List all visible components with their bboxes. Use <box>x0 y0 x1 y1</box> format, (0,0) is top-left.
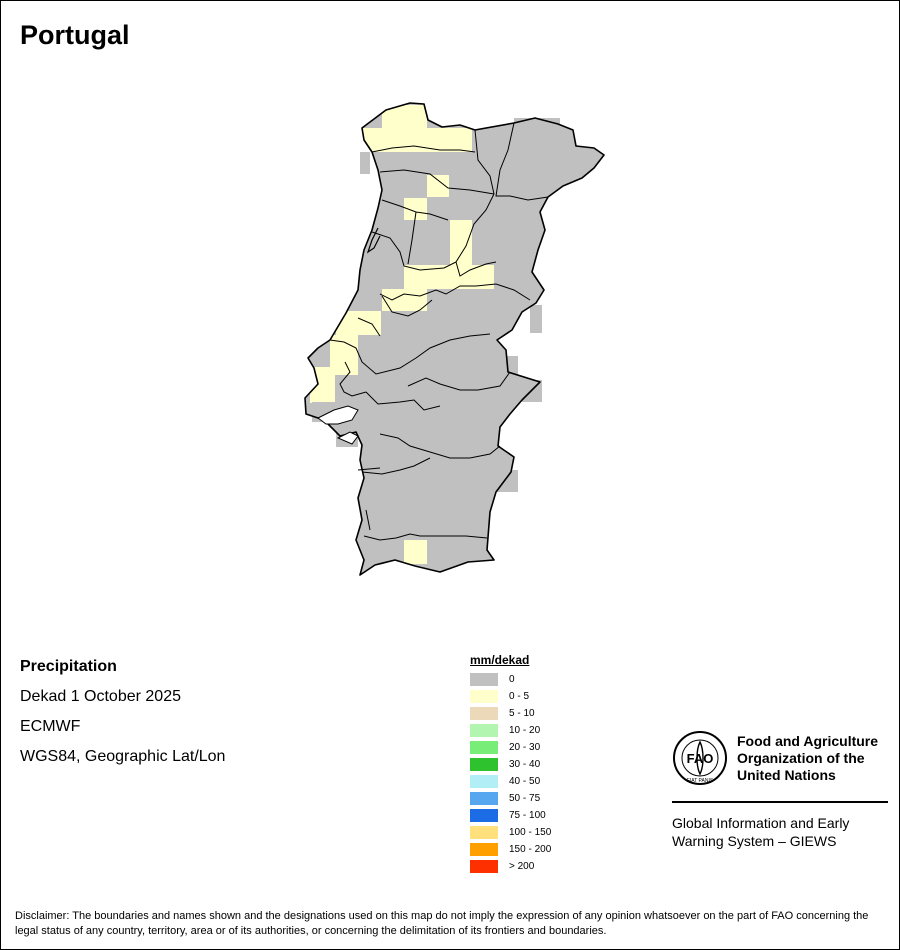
legend-swatch <box>470 775 498 788</box>
legend-label: 50 - 75 <box>509 793 541 804</box>
legend-item: 50 - 75 <box>470 790 551 807</box>
aveiro-lagoon <box>366 227 381 254</box>
legend-swatch <box>470 860 498 873</box>
giews-line2: Warning System – GIEWS <box>672 833 837 849</box>
map-info: Precipitation Dekad 1 October 2025 ECMWF… <box>20 656 225 776</box>
legend-item: 0 - 5 <box>470 688 551 705</box>
legend-item: > 200 <box>470 858 551 875</box>
legend-item: 75 - 100 <box>470 807 551 824</box>
fao-block: FAO FIAT PANIS Food and Agriculture Orga… <box>672 730 888 850</box>
legend-label: 0 <box>509 674 515 685</box>
legend-label: 40 - 50 <box>509 776 541 787</box>
disclaimer: Disclaimer: The boundaries and names sho… <box>15 910 869 937</box>
variable-label: Precipitation <box>20 658 117 675</box>
source-label: ECMWF <box>20 718 81 735</box>
legend-swatch <box>470 724 498 737</box>
fao-logo-icon: FAO FIAT PANIS <box>673 731 727 785</box>
fao-logo-ring-text: FIAT PANIS <box>687 778 714 784</box>
legend-item: 10 - 20 <box>470 722 551 739</box>
legend-label: 100 - 150 <box>509 827 552 838</box>
fao-name-line2: Organization of the <box>737 749 865 766</box>
legend-item: 0 <box>470 671 551 688</box>
legend-swatch <box>470 809 498 822</box>
legend-item: 40 - 50 <box>470 773 551 790</box>
fao-name-line1: Food and Agriculture <box>737 732 879 749</box>
legend-item: 30 - 40 <box>470 756 551 773</box>
legend-title: mm/dekad <box>470 653 530 667</box>
legend-swatch <box>470 690 498 703</box>
legend-item: 100 - 150 <box>470 824 551 841</box>
legend-swatch <box>470 843 498 856</box>
precipitation-map <box>304 102 605 576</box>
legend: mm/dekad 0 0 - 5 5 - 10 10 - 20 20 - 30 30 - … <box>470 653 551 875</box>
legend-item: 5 - 10 <box>470 705 551 722</box>
legend-label: 5 - 10 <box>509 708 535 719</box>
legend-swatch <box>470 673 498 686</box>
legend-label: 10 - 20 <box>509 725 541 736</box>
fao-logo-text: FAO <box>687 751 714 766</box>
giews-line1: Global Information and Early <box>672 815 850 831</box>
tagus-estuary <box>317 405 359 425</box>
legend-rows: 0 0 - 5 5 - 10 10 - 20 20 - 30 30 - 40 40 - 50… <box>470 671 551 875</box>
district-boundaries <box>329 122 549 541</box>
sado-estuary <box>336 431 359 445</box>
legend-label: 20 - 30 <box>509 742 541 753</box>
legend-swatch <box>470 792 498 805</box>
legend-label: 75 - 100 <box>509 810 546 821</box>
precipitation-raster <box>305 103 604 575</box>
legend-item: 20 - 30 <box>470 739 551 756</box>
legend-swatch <box>470 741 498 754</box>
period-label: Dekad 1 October 2025 <box>20 688 181 705</box>
legend-label: > 200 <box>509 861 535 872</box>
legend-label: 0 - 5 <box>509 691 530 702</box>
legend-swatch <box>470 707 498 720</box>
map-title: Portugal <box>20 20 130 50</box>
projection-label: WGS84, Geographic Lat/Lon <box>20 748 226 765</box>
portugal-border <box>304 102 605 576</box>
legend-swatch <box>470 758 498 771</box>
fao-divider <box>672 801 888 803</box>
legend-swatch <box>470 826 498 839</box>
legend-label: 150 - 200 <box>509 844 552 855</box>
legend-label: 30 - 40 <box>509 759 541 770</box>
legend-item: 150 - 200 <box>470 841 551 858</box>
fao-name-line3: United Nations <box>737 766 836 783</box>
